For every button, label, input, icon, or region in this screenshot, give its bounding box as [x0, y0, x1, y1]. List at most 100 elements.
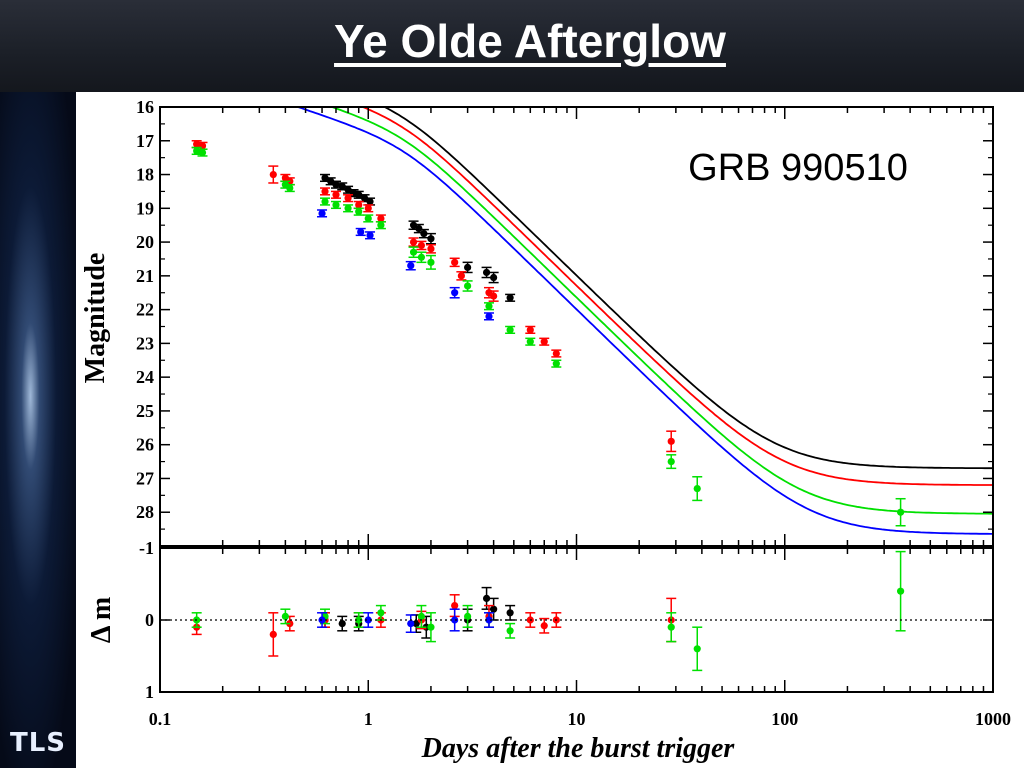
data-point — [355, 201, 363, 209]
data-point — [286, 184, 294, 192]
residual-point — [482, 594, 491, 603]
title-banner — [0, 0, 1024, 92]
data-point — [409, 238, 418, 246]
data-point — [490, 273, 498, 282]
y-tick-label: 20 — [136, 232, 154, 252]
residual-point — [464, 612, 472, 621]
residual-point — [485, 616, 493, 624]
data-point — [451, 258, 459, 266]
data-point — [360, 194, 369, 202]
data-point — [667, 437, 675, 445]
residual-point — [693, 645, 701, 653]
x-tick-label: 0.1 — [149, 709, 172, 729]
y-tick-label: 28 — [136, 502, 154, 522]
data-point — [420, 230, 428, 238]
data-point — [457, 272, 465, 280]
data-points — [191, 140, 906, 527]
data-point — [464, 263, 472, 272]
data-point — [464, 282, 472, 290]
x-axis-label: Days after the burst trigger — [421, 733, 736, 764]
data-point — [506, 294, 514, 302]
data-point — [269, 170, 277, 179]
data-point — [427, 258, 435, 266]
data-point — [506, 326, 514, 334]
data-point — [540, 338, 548, 346]
data-point — [485, 312, 493, 320]
data-point — [490, 292, 498, 300]
residual-y-tick-label: 1 — [145, 682, 154, 702]
residual-point — [427, 623, 435, 631]
data-point — [338, 182, 346, 190]
data-point — [377, 221, 385, 229]
model-curve — [329, 107, 993, 515]
data-point — [667, 457, 675, 466]
y-tick-label: 17 — [136, 131, 154, 151]
y-axis-label-magnitude: Magnitude — [80, 253, 111, 384]
grb-annotation: GRB 990510 — [688, 147, 908, 189]
data-point — [332, 181, 340, 189]
data-point — [427, 245, 435, 253]
data-point — [552, 360, 560, 368]
residual-point — [407, 620, 415, 628]
data-point — [415, 224, 423, 233]
data-point — [366, 197, 374, 206]
data-point — [355, 208, 363, 216]
y-tick-label: 26 — [136, 435, 154, 455]
data-point — [332, 191, 340, 199]
data-point — [344, 204, 352, 212]
residual-point — [364, 616, 372, 624]
model-curve — [360, 107, 993, 486]
y-tick-label: 19 — [136, 198, 154, 218]
data-point — [897, 508, 905, 516]
data-point — [321, 197, 329, 206]
data-point — [344, 186, 352, 194]
y-tick-label: 16 — [136, 97, 154, 117]
y-tick-label: 25 — [136, 401, 154, 421]
y-tick-label: 27 — [136, 468, 154, 488]
model-curve — [382, 107, 993, 470]
data-point — [355, 191, 363, 199]
data-point — [321, 174, 329, 182]
axis-ticks: 0.1 1 10 100 100016171819202122232425262728-… — [136, 97, 1011, 729]
data-point — [318, 209, 326, 217]
residual-point — [377, 609, 385, 617]
chart-area — [76, 92, 1024, 768]
data-point — [198, 148, 207, 157]
model-curves — [295, 107, 993, 535]
data-point — [409, 248, 418, 256]
residual-point — [506, 627, 514, 635]
residual-point — [897, 587, 905, 595]
slide-title: Ye Olde Afterglow — [334, 15, 726, 67]
residual-point — [667, 623, 675, 631]
y-tick-label: 22 — [136, 300, 154, 320]
data-point — [344, 194, 352, 202]
data-point — [327, 177, 335, 185]
residual-point — [355, 616, 363, 624]
data-point — [364, 214, 372, 223]
data-point — [332, 201, 340, 209]
data-point — [693, 484, 701, 493]
y-tick-label: 18 — [136, 165, 154, 185]
data-point — [366, 231, 374, 239]
data-point — [409, 221, 418, 229]
y-tick-label: 21 — [136, 266, 154, 286]
data-point — [451, 289, 459, 297]
residual-point — [451, 616, 459, 624]
x-tick-label: 100 — [771, 709, 798, 729]
data-point — [552, 349, 560, 358]
data-point — [485, 302, 493, 310]
residual-point — [281, 612, 289, 621]
residual-y-tick-label: 0 — [145, 610, 154, 630]
data-point — [417, 253, 426, 261]
residual-y-tick-label: -1 — [139, 538, 154, 558]
data-point — [526, 338, 534, 346]
residual-point — [451, 602, 459, 610]
y-tick-label: 23 — [136, 333, 154, 353]
residual-point — [412, 620, 420, 628]
data-point — [427, 235, 435, 243]
residual-point — [417, 612, 426, 621]
x-tick-label: 1000 — [975, 709, 1011, 729]
y-axis-label-delta-m: Δ m — [86, 597, 117, 643]
x-tick-label: 1 — [364, 709, 373, 729]
